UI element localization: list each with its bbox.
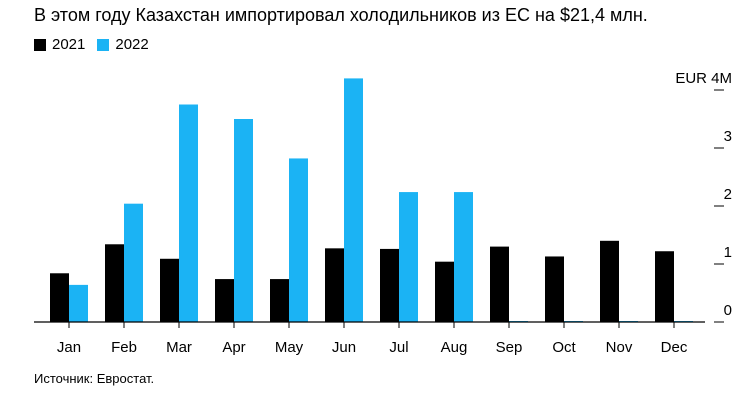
bar-2021-nov	[600, 240, 619, 322]
x-tick-label-aug: Aug	[441, 339, 468, 356]
x-tick-label-oct: Oct	[552, 339, 576, 356]
bar-2022-feb	[124, 203, 143, 322]
bar-2022-aug	[454, 192, 473, 322]
x-tick-label-jun: Jun	[332, 339, 356, 356]
y-tick-label-3: 3	[724, 128, 732, 145]
legend: 2021 2022	[34, 36, 149, 53]
x-tick-label-jan: Jan	[57, 339, 81, 356]
bar-2022-jun	[344, 78, 363, 323]
legend-swatch-2022	[97, 38, 110, 51]
y-tick-label-0: 0	[724, 302, 732, 319]
legend-item-2022: 2022	[97, 36, 149, 53]
y-tick-label-4: EUR 4M	[675, 70, 732, 87]
bar-2022-jan	[69, 284, 88, 322]
legend-swatch-2021	[34, 38, 46, 51]
bar-2021-may	[270, 279, 289, 322]
chart-title: В этом году Казахстан импортировал холод…	[34, 5, 648, 25]
bar-2021-mar	[160, 258, 179, 322]
bar-2022-mar	[179, 104, 198, 322]
x-tick-label-mar: Mar	[166, 339, 192, 356]
bar-2021-apr	[215, 279, 234, 322]
source-note: Источник: Евростат.	[34, 371, 155, 386]
x-tick-label-dec: Dec	[661, 339, 688, 356]
bar-2022-may	[289, 158, 308, 322]
bar-2021-jun	[325, 248, 344, 322]
bar-2021-jan	[50, 273, 69, 322]
x-tick-label-apr: Apr	[222, 339, 245, 356]
x-tick-label-sep: Sep	[496, 339, 523, 356]
legend-label-2022: 2022	[115, 36, 149, 53]
x-tick-label-feb: Feb	[111, 339, 137, 356]
x-tick-label-nov: Nov	[606, 339, 633, 356]
x-tick-label-jul: Jul	[389, 339, 408, 356]
bar-2021-sep	[490, 246, 509, 322]
y-tick-label-2: 2	[724, 186, 732, 203]
x-tick-label-may: May	[275, 339, 304, 356]
legend-label-2021: 2021	[52, 36, 86, 53]
bar-2021-aug	[435, 261, 454, 322]
bar-2021-dec	[655, 251, 674, 322]
bar-2022-jul	[399, 192, 418, 322]
bar-2021-jul	[380, 248, 399, 322]
legend-item-2021: 2021	[34, 36, 85, 53]
bar-2021-feb	[105, 244, 124, 322]
bar-2022-apr	[234, 119, 253, 322]
y-tick-label-1: 1	[724, 244, 732, 261]
bar-2021-oct	[545, 256, 564, 322]
